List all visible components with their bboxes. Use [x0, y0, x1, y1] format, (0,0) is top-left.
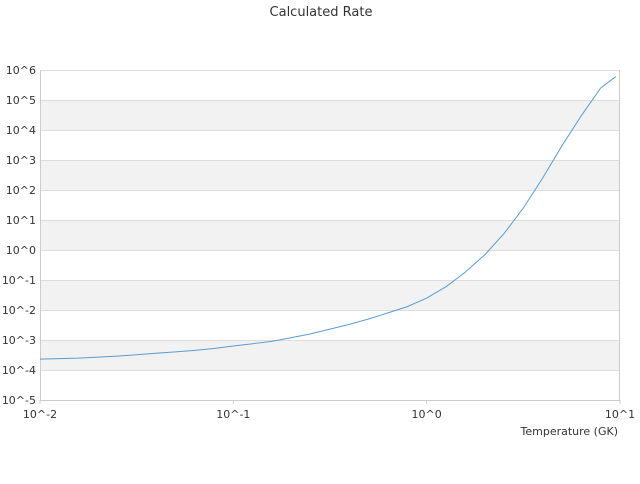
x-tick-label: 10^-1 [216, 408, 250, 421]
grid-band [40, 280, 620, 310]
x-tick-label: 10^1 [605, 408, 635, 421]
y-tick-label: 10^-4 [2, 364, 36, 377]
y-tick-label: 10^1 [6, 214, 36, 227]
chart-title: Calculated Rate [270, 5, 373, 20]
y-tick-label: 10^4 [6, 124, 36, 137]
y-tick-label: 10^-3 [2, 334, 36, 347]
grid-band [40, 220, 620, 250]
y-tick-label: 10^5 [6, 94, 36, 107]
y-tick-label: 10^-5 [2, 394, 36, 407]
x-axis-title: Temperature (GK) [520, 425, 619, 438]
y-tick-label: 10^-2 [2, 304, 36, 317]
y-tick-label: 10^2 [6, 184, 36, 197]
y-tick-label: 10^6 [6, 64, 36, 77]
grid-band [40, 160, 620, 190]
y-tick-label: 10^-1 [2, 274, 36, 287]
y-tick-labels: 10^-5 10^-4 10^-3 10^-2 10^-1 10^0 10^1 10^2 10^… [2, 64, 36, 407]
x-tick-label: 10^0 [412, 408, 442, 421]
y-tick-label: 10^0 [6, 244, 36, 257]
x-tick-labels: 10^-2 10^-1 10^0 10^1 [23, 400, 635, 421]
grid-band [40, 100, 620, 130]
x-tick-label: 10^-2 [23, 408, 57, 421]
y-tick-label: 10^3 [6, 154, 36, 167]
